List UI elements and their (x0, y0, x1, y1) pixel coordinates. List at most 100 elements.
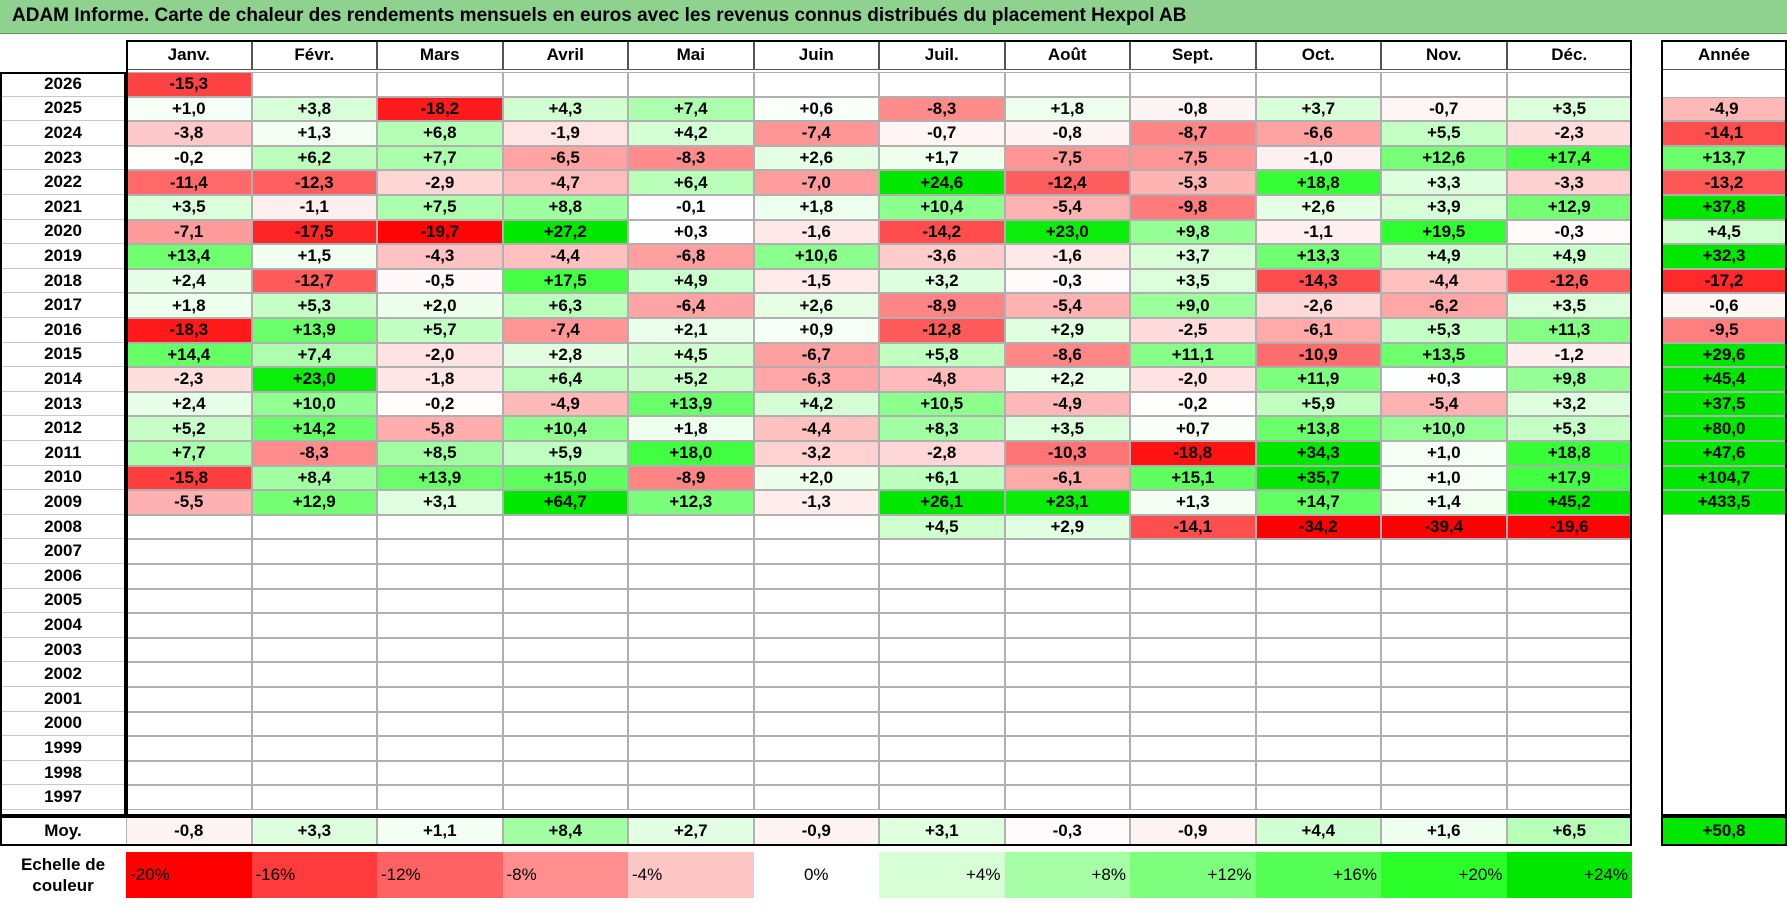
heatmap-cell (1130, 785, 1256, 810)
heatmap-cell: +27,2 (502, 219, 628, 245)
heatmap-cell: +35,7 (1255, 465, 1381, 491)
year-label: 1999 (0, 736, 126, 761)
heatmap-cell (1255, 687, 1381, 712)
heatmap-cell (879, 539, 1005, 564)
heatmap-cell (1255, 72, 1381, 97)
heatmap-cell: +15,1 (1130, 465, 1256, 491)
heatmap-cell (251, 711, 377, 737)
color-scale-stop: 0% (753, 852, 879, 898)
heatmap-cell: +7,4 (251, 342, 377, 368)
heatmap-cell (1255, 760, 1381, 786)
heatmap-cell (879, 687, 1005, 712)
heatmap-cell: +5,2 (628, 367, 754, 392)
heatmap-cell (502, 613, 628, 638)
heatmap-cell (1381, 637, 1507, 663)
heatmap-cell: -7,4 (502, 318, 628, 343)
heatmap-cell: -8,3 (251, 441, 377, 466)
heatmap-cell (251, 785, 377, 810)
heatmap-cell: +8,3 (879, 416, 1005, 441)
heatmap-cell (1130, 662, 1256, 687)
heatmap-cell (1130, 687, 1256, 712)
heatmap-cell (1255, 588, 1381, 614)
heatmap-cell (1381, 711, 1507, 737)
heatmap-cell (377, 564, 503, 589)
heatmap-cell: -2,0 (377, 342, 503, 368)
heatmap-cell (1004, 760, 1130, 786)
heatmap-cell: -1,2 (1506, 342, 1632, 368)
month-header: Mars (377, 40, 503, 70)
heatmap-cell (1255, 785, 1381, 810)
heatmap-cell (377, 785, 503, 810)
color-scale-label-line1: Echelle de (20, 855, 106, 874)
heatmap-cell (126, 760, 252, 786)
annual-cell: -0,6 (1661, 293, 1787, 318)
heatmap-cell (879, 736, 1005, 761)
heatmap-cell: +3,7 (1255, 96, 1381, 122)
heatmap-cell: +4,5 (879, 514, 1005, 540)
heatmap-cell: -1,8 (377, 367, 503, 392)
heatmap-cell: -6,3 (753, 367, 879, 392)
heatmap-cell (1381, 736, 1507, 761)
heatmap-cell (126, 662, 252, 687)
heatmap-cell (1506, 736, 1632, 761)
heatmap-cell (1381, 588, 1507, 614)
heatmap-cell: +2,1 (628, 318, 754, 343)
heatmap-cell (628, 514, 754, 540)
heatmap-cell: -12,3 (251, 170, 377, 195)
heatmap-cell (628, 687, 754, 712)
heatmap-cell (251, 760, 377, 786)
heatmap-cell (1004, 72, 1130, 97)
heatmap-cell (1506, 564, 1632, 589)
heatmap-cell (1381, 687, 1507, 712)
heatmap-cell (126, 637, 252, 663)
heatmap-cell: -18,8 (1130, 441, 1256, 466)
heatmap-cell: -1,6 (753, 219, 879, 245)
heatmap-cell: -6,8 (628, 244, 754, 269)
heatmap-cell (879, 588, 1005, 614)
heatmap-cell: -8,6 (1004, 342, 1130, 368)
heatmap-cell: -0,8 (1004, 121, 1130, 146)
heatmap-cell (1130, 564, 1256, 589)
heatmap-cell: +10,0 (251, 391, 377, 417)
heatmap-cell (879, 662, 1005, 687)
heatmap-cell: -4,9 (1004, 391, 1130, 417)
color-scale-stop: +16% (1255, 852, 1381, 898)
heatmap-cell (1255, 662, 1381, 687)
heatmap-cell: +1,3 (1130, 490, 1256, 515)
heatmap-cell: +64,7 (502, 490, 628, 515)
heatmap-cell: +12,9 (251, 490, 377, 515)
average-cell: +1,6 (1381, 816, 1507, 846)
heatmap-cell: -4,4 (502, 244, 628, 269)
heatmap-cell: +6,2 (251, 145, 377, 171)
heatmap-cell: +1,0 (1381, 465, 1507, 491)
average-cell: +3,3 (251, 816, 377, 846)
heatmap-cell (377, 588, 503, 614)
heatmap-cell (1130, 760, 1256, 786)
heatmap-cell (1381, 613, 1507, 638)
annual-cell: +4,5 (1661, 219, 1787, 245)
year-label: 2001 (0, 687, 126, 712)
year-label: 1998 (0, 761, 126, 786)
heatmap-cell (1381, 785, 1507, 810)
heatmap-cell: +12,3 (628, 490, 754, 515)
heatmap-cell: +18,0 (628, 441, 754, 466)
heatmap-cell: +9,8 (1130, 219, 1256, 245)
color-scale-stop: +20% (1381, 852, 1507, 898)
heatmap-cell (1255, 637, 1381, 663)
heatmap-cell: +3,3 (1381, 170, 1507, 195)
heatmap-cell: +0,3 (628, 219, 754, 245)
heatmap-cell (879, 564, 1005, 589)
heatmap-cell (502, 539, 628, 564)
color-scale-stop: -4% (628, 852, 754, 898)
heatmap-cell: +0,9 (753, 318, 879, 343)
heatmap-cell: +12,6 (1381, 145, 1507, 171)
heatmap-cell (377, 514, 503, 540)
heatmap-cell: -15,3 (126, 72, 252, 97)
heatmap-cell: +0,6 (753, 96, 879, 122)
heatmap-cell: -5,3 (1130, 170, 1256, 195)
annual-cell: -14,1 (1661, 121, 1787, 146)
heatmap-cell (377, 662, 503, 687)
heatmap-cell (879, 72, 1005, 97)
heatmap-cell (126, 588, 252, 614)
year-label: 2016 (0, 318, 126, 343)
